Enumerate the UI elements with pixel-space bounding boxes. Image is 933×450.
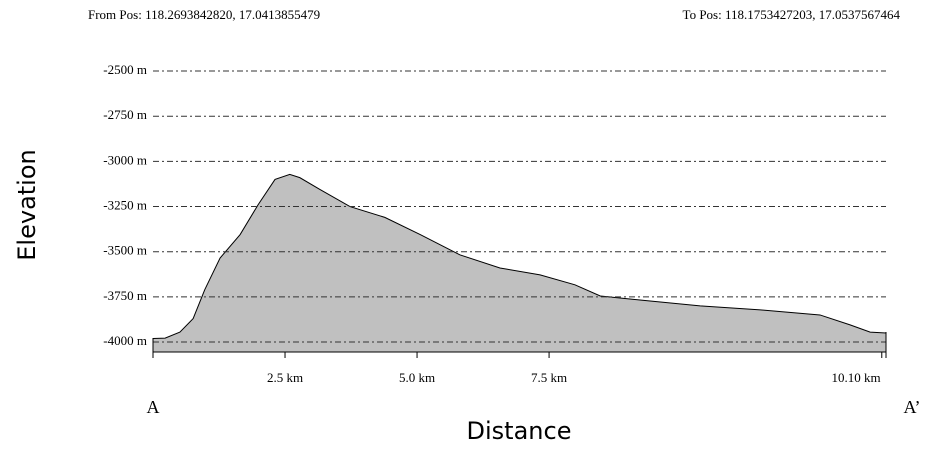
from-pos: From Pos: 118.2693842820, 17.0413855479 — [88, 7, 320, 22]
end-label: A’ — [904, 397, 921, 417]
y-tick-label: -4000 m — [103, 333, 147, 348]
y-tick-label: -3000 m — [103, 152, 147, 167]
y-tick-label: -3500 m — [103, 243, 147, 258]
area-fill — [153, 174, 886, 352]
to-pos: To Pos: 118.1753427203, 17.0537567464 — [683, 7, 901, 22]
y-axis-label: Elevation — [13, 149, 41, 260]
y-tick-label: -3250 m — [103, 198, 147, 213]
profile-line — [152, 173, 887, 339]
x-tick-label: 10.10 km — [831, 370, 880, 385]
y-tick-label: -3750 m — [103, 288, 147, 303]
x-axis-label: Distance — [467, 417, 572, 445]
y-tick-label: -2750 m — [103, 107, 147, 122]
x-tick-label: 2.5 km — [267, 370, 303, 385]
x-tick-label: 7.5 km — [531, 370, 567, 385]
y-tick-label: -2500 m — [103, 62, 147, 77]
start-label: A — [147, 397, 160, 417]
x-tick-label: 5.0 km — [399, 370, 435, 385]
